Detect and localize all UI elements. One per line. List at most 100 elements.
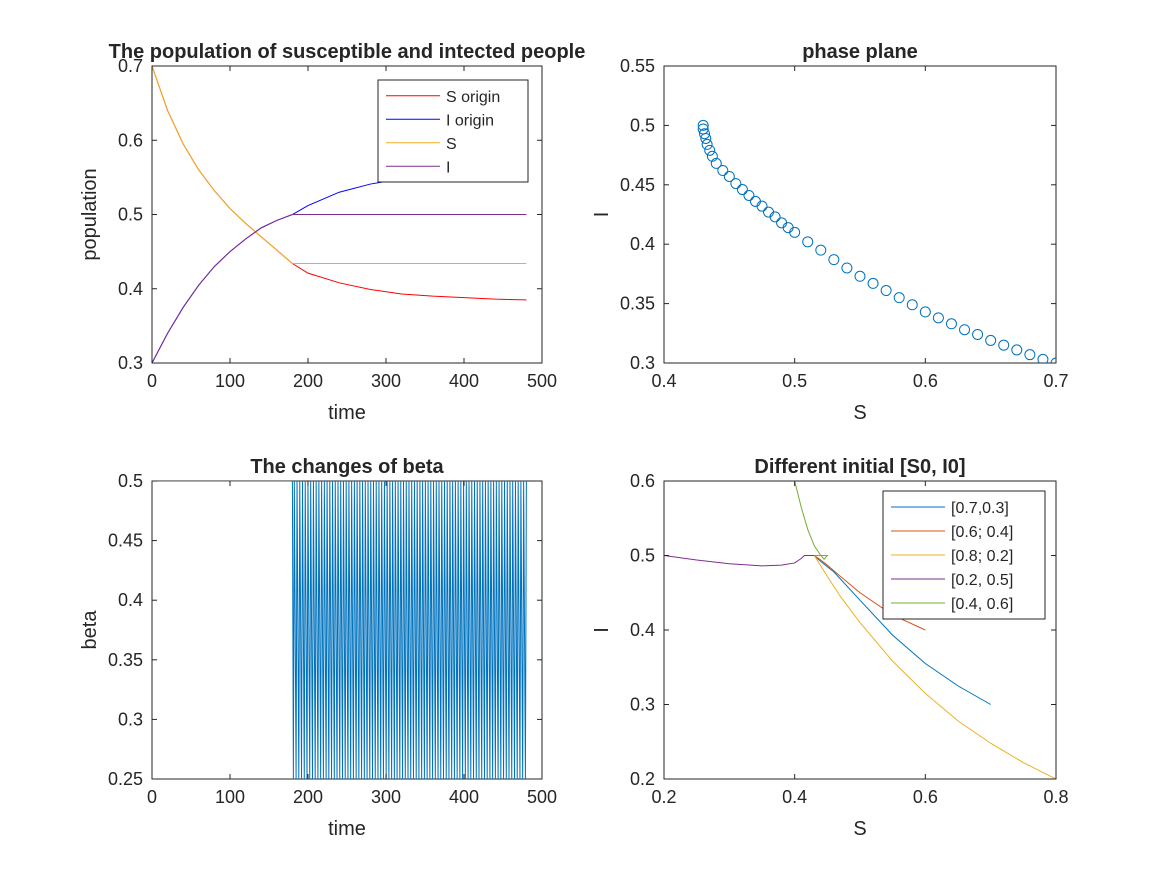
data-point (945, 318, 957, 330)
legend-label: [0.4, 0.6] (951, 596, 1013, 613)
x-tick-label: 0.5 (782, 371, 807, 391)
x-tick-label: 0 (147, 371, 157, 391)
y-axis-label: population (79, 168, 101, 260)
axis-ticks: 0 100 200 300 400 500 0.3 0.4 0.5 0.6 0.7 (118, 56, 557, 391)
y-tick-label: 0.25 (108, 769, 143, 789)
data-point (1024, 349, 1036, 361)
line-series-s (152, 66, 527, 264)
x-tick-label: 500 (527, 787, 557, 807)
data-point (972, 328, 984, 340)
y-tick-label: 0.6 (118, 130, 143, 150)
y-tick-label: 0.4 (630, 620, 655, 640)
x-tick-label: 400 (449, 787, 479, 807)
y-tick-label: 0.4 (118, 279, 143, 299)
legend-label: [0.8; 0.2] (951, 548, 1013, 565)
x-axis-label: time (328, 402, 366, 424)
data-point (743, 189, 755, 201)
chart-2: 0.4 0.5 0.6 0.7 0.3 0.35 0.4 0.45 0.5 0.55 phase p… (591, 41, 1069, 424)
y-axis-label: beta (79, 610, 101, 650)
y-tick-label: 0.3 (118, 353, 143, 373)
x-tick-label: 300 (371, 371, 401, 391)
x-tick-label: 0.6 (913, 371, 938, 391)
y-tick-label: 0.5 (630, 546, 655, 566)
data-point (706, 150, 718, 162)
y-tick-label: 0.3 (118, 709, 143, 729)
chart-4: 0.2 0.4 0.6 0.8 0.2 0.3 0.4 0.5 0.6 Different ini… (591, 456, 1069, 840)
data-point (699, 128, 711, 140)
data-point (1037, 353, 1049, 363)
line-series-i (152, 214, 527, 363)
y-tick-label: 0.5 (118, 205, 143, 225)
x-tick-label: 100 (215, 371, 245, 391)
data-point (841, 262, 853, 274)
data-point (717, 165, 729, 177)
x-tick-label: 0.4 (782, 787, 807, 807)
data-point (697, 119, 709, 131)
x-tick-label: 0.7 (1043, 371, 1068, 391)
chart-title: The population of susceptible and intect… (109, 41, 586, 63)
y-axis-label: I (591, 627, 613, 633)
legend: [0.7,0.3] [0.6; 0.4] [0.8; 0.2] [0.2, 0.5] [… (882, 490, 1046, 620)
axis-ticks: 0 100 200 300 400 500 0.25 0.3 0.35 0.4 0.45 0.5 (108, 471, 557, 807)
x-tick-label: 400 (449, 371, 479, 391)
x-tick-label: 200 (293, 371, 323, 391)
y-tick-label: 0.7 (118, 56, 143, 76)
x-axis-label: S (853, 818, 866, 840)
data-point (867, 277, 879, 289)
x-tick-label: 200 (293, 787, 323, 807)
y-tick-label: 0.4 (630, 234, 655, 254)
legend-box (377, 79, 529, 183)
y-tick-label: 0.5 (630, 115, 655, 135)
plot-marks (697, 119, 1056, 363)
legend-label: [0.2, 0.5] (951, 572, 1013, 589)
x-axis-label: S (853, 402, 866, 424)
data-point (701, 138, 713, 150)
data-point (704, 144, 716, 156)
chart-title: Different initial [S0, I0] (754, 456, 965, 478)
x-axis-label: time (328, 818, 366, 840)
data-point (710, 157, 722, 169)
x-tick-label: 0.8 (1043, 787, 1068, 807)
y-tick-label: 0.6 (630, 471, 655, 491)
y-axis-label: I (591, 212, 613, 218)
axis-ticks: 0.4 0.5 0.6 0.7 0.3 0.35 0.4 0.45 0.5 0.55 (620, 56, 1069, 391)
data-point (723, 170, 735, 182)
x-tick-label: 0.6 (913, 787, 938, 807)
x-tick-label: 500 (527, 371, 557, 391)
line-series-0-7-0-3 (813, 555, 991, 705)
data-point (802, 236, 814, 248)
legend: S origin I origin SI (377, 79, 529, 183)
data-point (1011, 344, 1023, 356)
x-tick-label: 0.2 (651, 787, 676, 807)
y-tick-label: 0.3 (630, 695, 655, 715)
legend-label: S origin (446, 89, 500, 106)
legend-label: S (446, 136, 457, 153)
data-point (919, 306, 931, 318)
y-tick-label: 0.3 (630, 353, 655, 373)
legend-label: I (446, 159, 450, 176)
legend-label: [0.6; 0.4] (951, 524, 1013, 541)
line-series-0-8-0-2 (813, 555, 1056, 779)
data-point (932, 312, 944, 324)
y-tick-label: 0.45 (620, 175, 655, 195)
y-tick-label: 0.55 (620, 56, 655, 76)
legend-label: [0.7,0.3] (951, 500, 1009, 517)
plot-marks (152, 481, 527, 779)
data-point (763, 206, 775, 218)
data-point (815, 244, 827, 256)
beta-line (152, 481, 527, 779)
y-tick-label: 0.2 (630, 769, 655, 789)
y-tick-label: 0.35 (620, 294, 655, 314)
data-point (985, 334, 997, 346)
y-tick-label: 0.45 (108, 531, 143, 551)
scatter-series-1 (697, 119, 1056, 363)
line-series-0-4-0-6 (794, 481, 829, 560)
x-tick-label: 100 (215, 787, 245, 807)
data-point (776, 217, 788, 229)
data-point (730, 178, 742, 190)
data-point (854, 270, 866, 282)
data-point (959, 324, 971, 336)
x-tick-label: 300 (371, 787, 401, 807)
